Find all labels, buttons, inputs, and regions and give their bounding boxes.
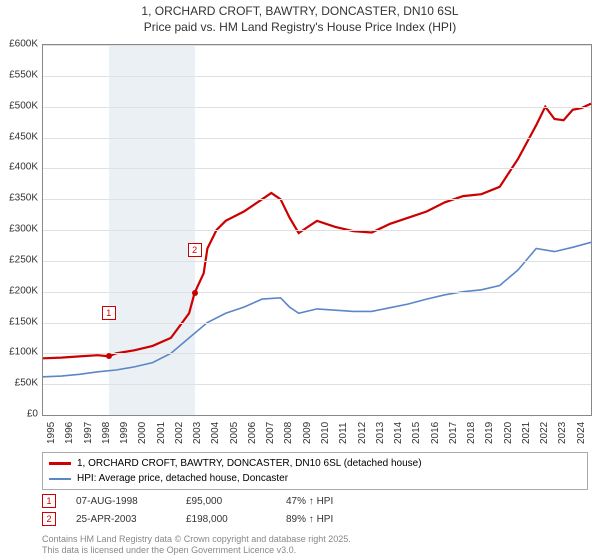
- x-tick-label: 2007: [265, 422, 276, 444]
- legend-label-2: HPI: Average price, detached house, Donc…: [77, 471, 288, 486]
- x-tick-label: 2016: [430, 422, 441, 444]
- y-tick-label: £350K: [9, 193, 38, 204]
- x-axis: 1995 1996 1997 1998 1999 2000 2001 2002 2003 2004…: [42, 416, 590, 446]
- legend-swatch-2: [49, 478, 71, 480]
- x-tick-label: 2005: [229, 422, 240, 444]
- y-tick-label: £100K: [9, 347, 38, 358]
- marker-row: 1 07-AUG-1998 £95,000 47% ↑ HPI: [42, 494, 588, 508]
- chart-plot-area: 12: [42, 44, 592, 416]
- x-tick-label: 2009: [302, 422, 313, 444]
- x-tick-label: 2010: [320, 422, 331, 444]
- marker-pct: 47% ↑ HPI: [286, 496, 333, 507]
- gridline: [43, 230, 591, 231]
- x-tick-label: 2004: [210, 422, 221, 444]
- gridline: [43, 384, 591, 385]
- x-tick-label: 2012: [357, 422, 368, 444]
- y-axis: £0£50K£100K£150K£200K£250K£300K£350K£400…: [0, 44, 40, 414]
- marker-row: 2 25-APR-2003 £198,000 89% ↑ HPI: [42, 512, 588, 526]
- y-tick-label: £550K: [9, 69, 38, 80]
- gridline: [43, 45, 591, 46]
- x-tick-label: 2008: [283, 422, 294, 444]
- y-tick-label: £450K: [9, 131, 38, 142]
- legend: 1, ORCHARD CROFT, BAWTRY, DONCASTER, DN1…: [42, 452, 588, 490]
- y-tick-label: £250K: [9, 254, 38, 265]
- x-tick-label: 2006: [247, 422, 258, 444]
- x-tick-label: 2014: [393, 422, 404, 444]
- y-tick-label: £0: [27, 409, 38, 420]
- gridline: [43, 168, 591, 169]
- gridline: [43, 107, 591, 108]
- y-tick-label: £150K: [9, 316, 38, 327]
- marker-price: £95,000: [186, 496, 266, 507]
- x-tick-label: 2020: [503, 422, 514, 444]
- x-tick-label: 2003: [192, 422, 203, 444]
- marker-date: 07-AUG-1998: [76, 496, 166, 507]
- chart-title: 1, ORCHARD CROFT, BAWTRY, DONCASTER, DN1…: [0, 0, 600, 35]
- title-line-1: 1, ORCHARD CROFT, BAWTRY, DONCASTER, DN1…: [0, 4, 600, 20]
- data-point-marker: [106, 353, 112, 359]
- marker-pct: 89% ↑ HPI: [286, 514, 333, 525]
- y-tick-label: £400K: [9, 162, 38, 173]
- x-tick-label: 2021: [521, 422, 532, 444]
- marker-table: 1 07-AUG-1998 £95,000 47% ↑ HPI 2 25-APR-2003…: [42, 494, 588, 530]
- footer-attribution: Contains HM Land Registry data © Crown c…: [42, 534, 351, 556]
- marker-date: 25-APR-2003: [76, 514, 166, 525]
- y-tick-label: £50K: [15, 378, 38, 389]
- x-tick-label: 2011: [338, 422, 349, 444]
- x-tick-label: 1998: [101, 422, 112, 444]
- y-tick-label: £300K: [9, 224, 38, 235]
- chart-marker-badge: 2: [188, 243, 202, 257]
- marker-badge: 1: [42, 494, 56, 508]
- x-tick-label: 2017: [448, 422, 459, 444]
- legend-swatch-1: [49, 462, 71, 464]
- x-tick-label: 2002: [174, 422, 185, 444]
- x-tick-label: 1999: [119, 422, 130, 444]
- marker-price: £198,000: [186, 514, 266, 525]
- gridline: [43, 261, 591, 262]
- data-point-marker: [192, 290, 198, 296]
- x-tick-label: 1995: [46, 422, 57, 444]
- x-tick-label: 2019: [484, 422, 495, 444]
- footer-line-1: Contains HM Land Registry data © Crown c…: [42, 534, 351, 545]
- x-tick-label: 1996: [64, 422, 75, 444]
- x-tick-label: 2013: [375, 422, 386, 444]
- x-tick-label: 2018: [466, 422, 477, 444]
- legend-row-2: HPI: Average price, detached house, Donc…: [49, 471, 581, 486]
- gridline: [43, 138, 591, 139]
- x-tick-label: 2023: [557, 422, 568, 444]
- gridline: [43, 76, 591, 77]
- x-tick-label: 2015: [411, 422, 422, 444]
- x-tick-label: 2001: [156, 422, 167, 444]
- x-tick-label: 2024: [576, 422, 587, 444]
- gridline: [43, 199, 591, 200]
- gridline: [43, 292, 591, 293]
- gridline: [43, 323, 591, 324]
- legend-row-1: 1, ORCHARD CROFT, BAWTRY, DONCASTER, DN1…: [49, 456, 581, 471]
- chart-marker-badge: 1: [102, 306, 116, 320]
- y-tick-label: £200K: [9, 285, 38, 296]
- series-line-2: [43, 242, 591, 376]
- footer-line-2: This data is licensed under the Open Gov…: [42, 545, 351, 556]
- title-line-2: Price paid vs. HM Land Registry's House …: [0, 20, 600, 36]
- gridline: [43, 353, 591, 354]
- y-tick-label: £500K: [9, 100, 38, 111]
- x-tick-label: 1997: [83, 422, 94, 444]
- x-tick-label: 2000: [137, 422, 148, 444]
- y-tick-label: £600K: [9, 39, 38, 50]
- legend-label-1: 1, ORCHARD CROFT, BAWTRY, DONCASTER, DN1…: [77, 456, 422, 471]
- marker-badge: 2: [42, 512, 56, 526]
- x-tick-label: 2022: [539, 422, 550, 444]
